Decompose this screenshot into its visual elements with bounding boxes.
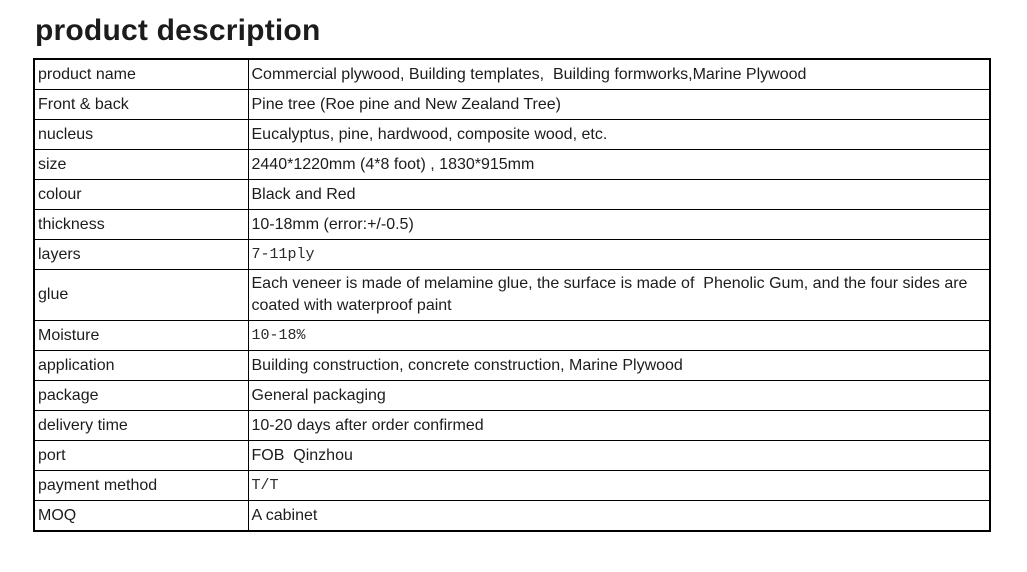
row-value: T/T — [247, 470, 991, 501]
row-value: Commercial plywood, Building templates, … — [247, 58, 991, 90]
row-label: layers — [33, 239, 249, 270]
row-value: Building construction, concrete construc… — [247, 350, 991, 381]
row-value: Black and Red — [247, 179, 991, 210]
table-row: thickness 10-18mm (error:+/-0.5) — [33, 209, 991, 240]
row-label: size — [33, 149, 249, 180]
page-title: product description — [35, 14, 321, 47]
table-row: size 2440*1220mm (4*8 foot) , 1830*915mm — [33, 149, 991, 180]
row-value: 10-20 days after order confirmed — [247, 410, 991, 441]
row-label: MOQ — [33, 500, 249, 532]
row-label: delivery time — [33, 410, 249, 441]
row-value: A cabinet — [247, 500, 991, 532]
table-row: Front & back Pine tree (Roe pine and New… — [33, 89, 991, 120]
row-label: nucleus — [33, 119, 249, 150]
table-row: colour Black and Red — [33, 179, 991, 210]
row-label: port — [33, 440, 249, 471]
row-label: package — [33, 380, 249, 411]
table-row: MOQ A cabinet — [33, 500, 991, 532]
row-value: 10-18% — [247, 320, 991, 351]
row-value: 2440*1220mm (4*8 foot) , 1830*915mm — [247, 149, 991, 180]
table-row: nucleus Eucalyptus, pine, hardwood, comp… — [33, 119, 991, 150]
table-row: application Building construction, concr… — [33, 350, 991, 381]
row-label: payment method — [33, 470, 249, 501]
table-row: glue Each veneer is made of melamine glu… — [33, 269, 991, 321]
row-label: colour — [33, 179, 249, 210]
table-row: port FOB Qinzhou — [33, 440, 991, 471]
table-row: package General packaging — [33, 380, 991, 411]
row-label: glue — [33, 269, 249, 321]
row-value: 7-11ply — [247, 239, 991, 270]
row-value: 10-18mm (error:+/-0.5) — [247, 209, 991, 240]
product-description-table: product name Commercial plywood, Buildin… — [33, 58, 991, 532]
table-row: layers 7-11ply — [33, 239, 991, 270]
row-label: product name — [33, 58, 249, 90]
table-row: delivery time 10-20 days after order con… — [33, 410, 991, 441]
table-row: payment method T/T — [33, 470, 991, 501]
row-label: Moisture — [33, 320, 249, 351]
table-row: product name Commercial plywood, Buildin… — [33, 58, 991, 90]
table-row: Moisture 10-18% — [33, 320, 991, 351]
table-body: product name Commercial plywood, Buildin… — [33, 58, 991, 532]
row-label: Front & back — [33, 89, 249, 120]
row-value: Eucalyptus, pine, hardwood, composite wo… — [247, 119, 991, 150]
row-value: Each veneer is made of melamine glue, th… — [247, 269, 991, 321]
row-label: application — [33, 350, 249, 381]
row-value: Pine tree (Roe pine and New Zealand Tree… — [247, 89, 991, 120]
row-value: FOB Qinzhou — [247, 440, 991, 471]
row-label: thickness — [33, 209, 249, 240]
row-value: General packaging — [247, 380, 991, 411]
